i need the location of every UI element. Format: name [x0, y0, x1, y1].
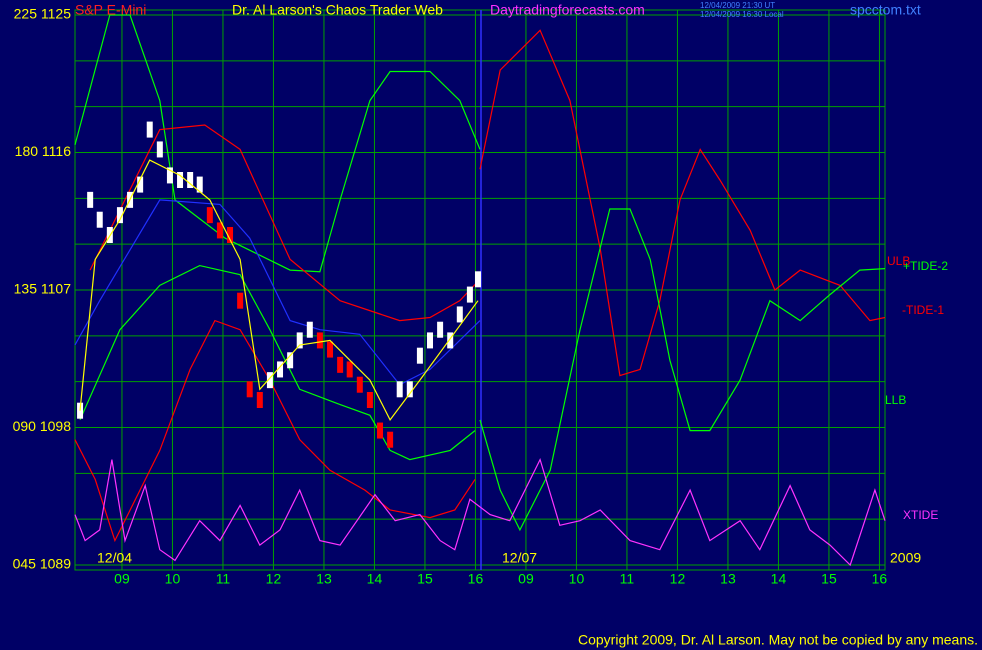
timestamp-local: 12/04/2009 16:30 Local — [700, 10, 784, 19]
x-tick-label: 16 — [468, 571, 484, 587]
grid — [75, 10, 885, 570]
series-line — [79, 159, 479, 422]
date-label: 12/07 — [502, 550, 537, 566]
price-bar — [316, 332, 323, 349]
year-label: 2009 — [890, 550, 921, 566]
x-tick-label: 11 — [216, 571, 231, 587]
x-tick-label: 09 — [114, 571, 130, 587]
price-bar — [466, 286, 473, 303]
x-tick-label: 16 — [872, 571, 888, 587]
x-tick-label: 12 — [670, 571, 686, 587]
y-tick-label: 180 1116 — [15, 143, 72, 159]
price-bar — [356, 376, 363, 393]
chart-title: S&P E-Mini — [75, 2, 146, 18]
price-bar — [187, 172, 194, 188]
price-bar — [266, 372, 273, 389]
series-line — [479, 208, 886, 532]
series-line — [79, 264, 476, 461]
chart-subtitle: Dr. Al Larson's Chaos Trader Web — [232, 2, 443, 18]
price-bar — [237, 292, 244, 309]
price-bar — [287, 352, 294, 369]
x-tick-label: 14 — [367, 571, 383, 587]
price-bar — [296, 332, 303, 349]
y-tick-label: 090 1098 — [13, 418, 72, 434]
price-bar — [277, 361, 284, 378]
price-bar — [474, 271, 481, 288]
x-tick-label: 13 — [720, 571, 736, 587]
series-line — [74, 199, 481, 386]
timestamp-ut: 12/04/2009 21:30 UT — [700, 1, 775, 10]
series-line — [89, 124, 481, 322]
legend-label: -TIDE-1 — [902, 303, 944, 317]
series-line — [74, 14, 481, 273]
price-bar — [256, 392, 263, 408]
price-bar — [306, 321, 313, 338]
price-bar — [216, 222, 223, 239]
price-bar — [177, 172, 184, 188]
x-tick-label: 15 — [821, 571, 837, 587]
price-bar — [327, 341, 334, 358]
series-line — [74, 457, 886, 567]
date-label: 12/04 — [97, 550, 132, 566]
x-tick-label: 13 — [316, 571, 332, 587]
price-bar — [366, 392, 373, 408]
x-tick-label: 12 — [266, 571, 282, 587]
price-bar — [387, 431, 394, 448]
price-bar — [166, 167, 173, 184]
x-tick-label: 09 — [518, 571, 534, 587]
site-name: Daytradingforecasts.com — [490, 2, 645, 18]
price-bar — [437, 321, 444, 338]
legend-label: ULB — [887, 254, 910, 268]
price-bar — [377, 422, 384, 439]
series-line — [479, 29, 886, 377]
price-bar — [146, 121, 153, 138]
price-bar — [196, 176, 203, 193]
copyright: Copyright 2009, Dr. Al Larson. May not b… — [578, 632, 978, 648]
price-bar — [416, 347, 423, 364]
file-name: spcctom.txt — [850, 2, 921, 18]
y-tick-label: 135 1107 — [14, 281, 72, 297]
price-bar — [447, 332, 454, 349]
price-bar — [156, 141, 163, 158]
x-tick-label: 10 — [165, 571, 181, 587]
y-tick-label: 045 1089 — [13, 556, 72, 572]
price-bar — [346, 361, 353, 378]
series-group — [74, 14, 886, 567]
price-bar — [406, 381, 413, 398]
price-bar — [116, 207, 123, 224]
price-bar — [427, 332, 434, 349]
price-bar — [246, 381, 253, 398]
legend-label: LLB — [885, 393, 906, 407]
x-tick-label: 10 — [569, 571, 585, 587]
price-bar — [87, 191, 94, 208]
price-bar — [227, 227, 234, 243]
price-bar — [206, 207, 213, 224]
price-bar — [137, 176, 144, 193]
x-tick-label: 14 — [771, 571, 787, 587]
price-bar — [396, 381, 403, 398]
x-tick-label: 11 — [620, 571, 635, 587]
legend-label: XTIDE — [903, 508, 938, 522]
price-bar — [96, 211, 103, 228]
price-bar — [456, 306, 463, 323]
legend-label: +TIDE-2 — [903, 259, 948, 273]
y-tick-label: 225 1125 — [14, 6, 72, 22]
price-bar — [337, 356, 344, 373]
x-tick-label: 15 — [417, 571, 433, 587]
